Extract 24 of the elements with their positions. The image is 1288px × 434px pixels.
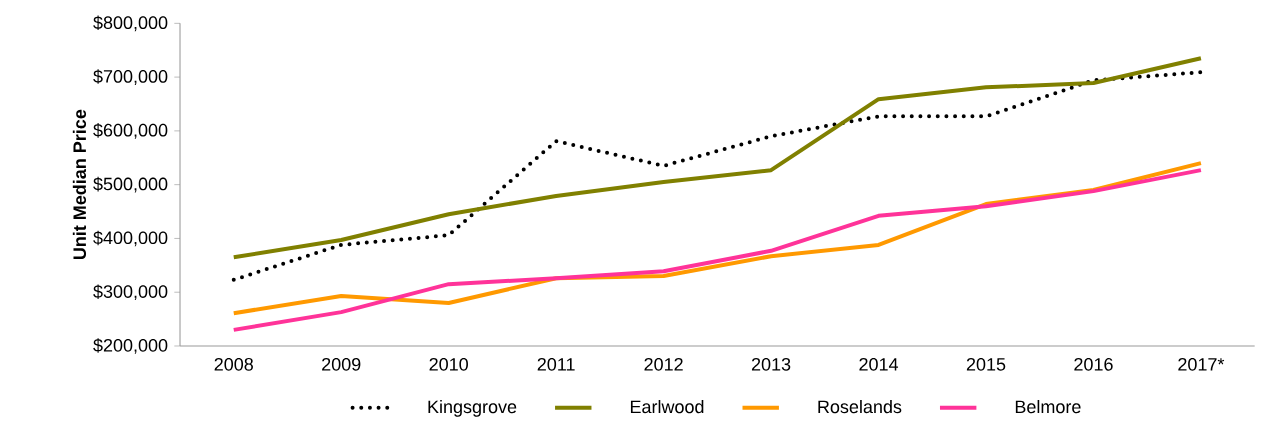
x-tick-label: 2012 <box>644 357 683 371</box>
x-tick-label: 2013 <box>751 357 791 371</box>
y-tick-label: $400,000 <box>93 230 168 247</box>
x-tick-label: 2014 <box>859 357 899 371</box>
legend-label: Roselands <box>818 399 902 414</box>
y-tick-label: $200,000 <box>93 338 168 354</box>
y-tick-label: $800,000 <box>93 15 168 32</box>
y-axis-title: Unit Median Price <box>72 109 87 260</box>
line-series <box>231 56 1203 260</box>
line-series <box>231 70 1203 282</box>
y-tick-label: $300,000 <box>93 284 168 301</box>
x-tick-label: 2016 <box>1074 357 1113 371</box>
legend-label: Belmore <box>1015 399 1081 414</box>
legend-label: Kingsgrove <box>428 399 517 417</box>
y-tick-label: $500,000 <box>93 176 168 193</box>
x-tick-label: 2017* <box>1178 357 1225 371</box>
x-tick-label: 2015 <box>966 357 1006 371</box>
y-tick-label: $700,000 <box>93 69 168 85</box>
x-tick-label: 2011 <box>537 357 575 371</box>
legend-label: Earlwood <box>630 399 704 414</box>
x-tick-label: 2008 <box>214 357 253 371</box>
y-tick-label: $600,000 <box>93 123 168 139</box>
x-tick-label: 2010 <box>429 357 468 371</box>
x-tick-label: 2009 <box>322 357 361 371</box>
